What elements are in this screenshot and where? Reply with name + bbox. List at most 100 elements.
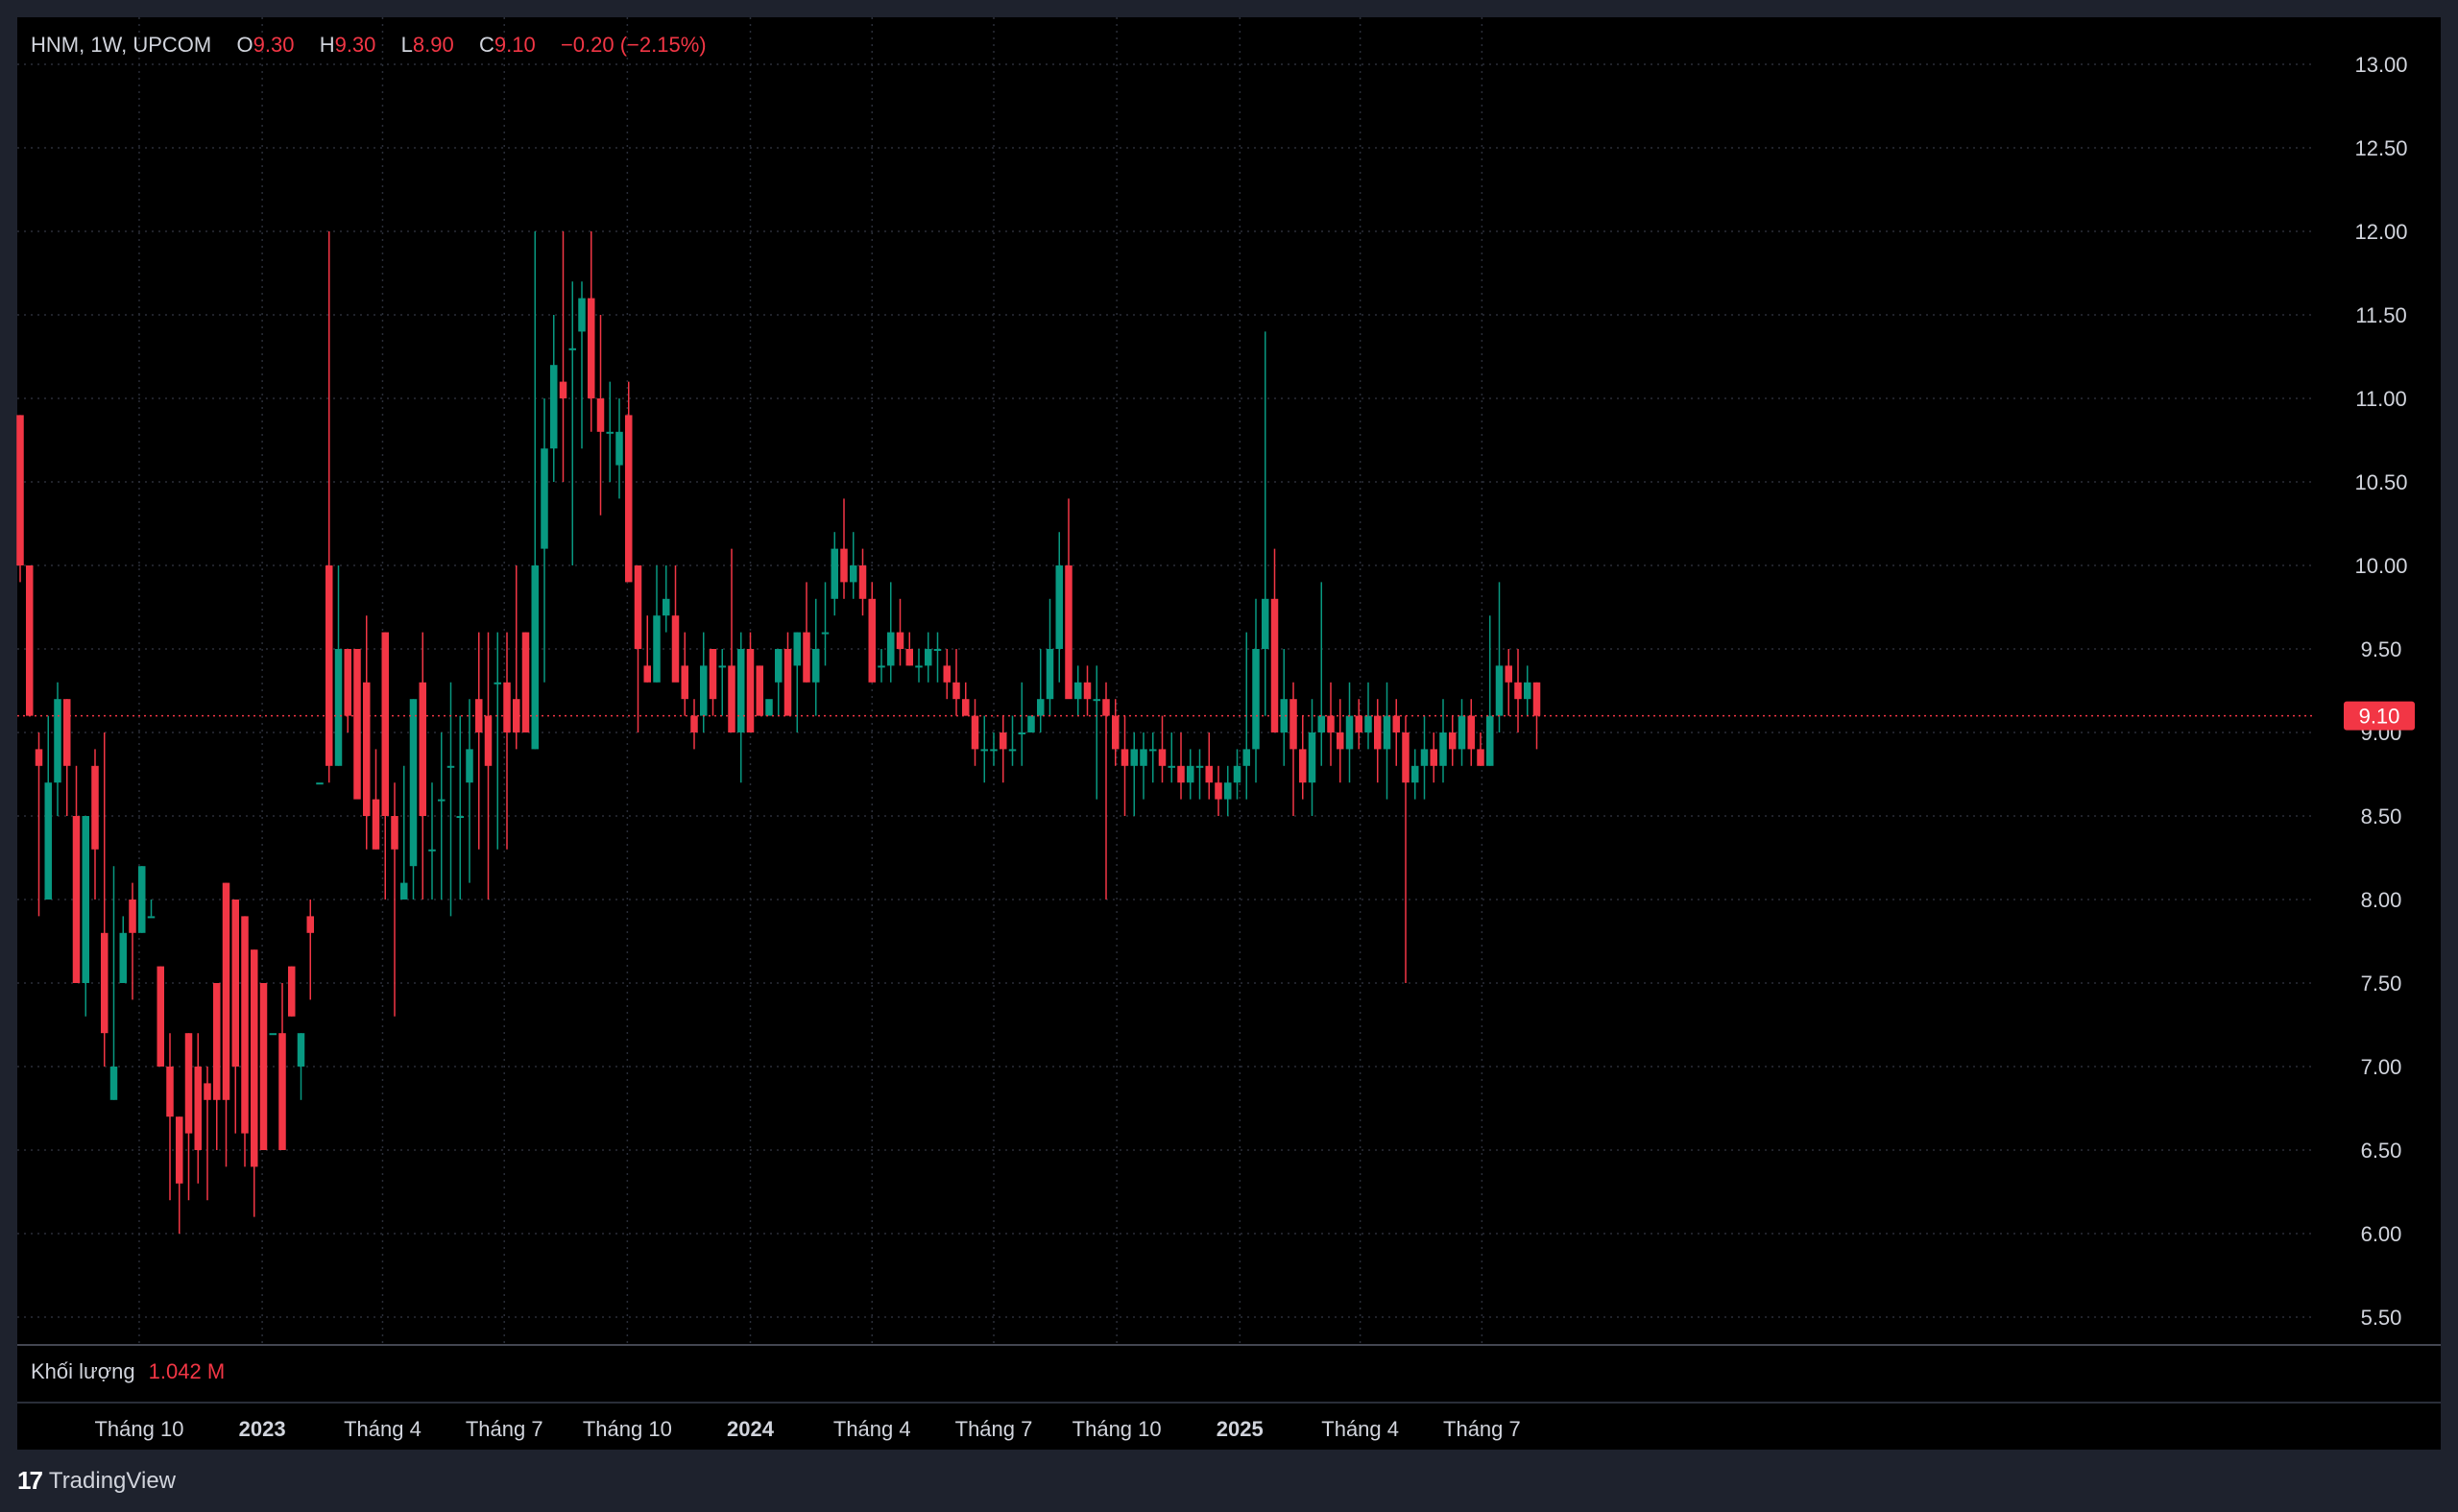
candle-body-up xyxy=(466,749,473,783)
candle-body-up xyxy=(1439,732,1447,766)
time-tick-label: Tháng 7 xyxy=(466,1417,543,1441)
candle-body-up xyxy=(812,649,820,683)
candle-body-down xyxy=(63,699,71,766)
candle-body-up xyxy=(1233,765,1241,783)
legend-high-label: H xyxy=(319,33,335,57)
candle-body-down xyxy=(26,565,34,716)
price-tick-label: 9.50 xyxy=(2361,637,2402,661)
candle-body-down xyxy=(868,598,876,683)
time-tick-label: Tháng 10 xyxy=(94,1417,183,1441)
candle-body-up xyxy=(44,782,52,900)
candle-body-down xyxy=(1289,699,1297,750)
candle-body-down xyxy=(905,649,913,666)
candle-body-down xyxy=(419,682,426,816)
candle-body-down xyxy=(746,649,755,732)
candle-body-down xyxy=(484,715,493,766)
symbol-legend[interactable]: HNM, 1W, UPCOM O9.30 H9.30 L8.90 C9.10 −… xyxy=(31,33,707,58)
legend-symbol[interactable]: HNM, 1W, UPCOM xyxy=(31,33,212,57)
candle-body-up xyxy=(438,799,446,802)
legend-close-label: C xyxy=(478,33,494,57)
candle-body-up xyxy=(1074,682,1082,700)
candle-body-down xyxy=(643,665,651,683)
candle-body-down xyxy=(1121,749,1129,766)
legend-open-label: O xyxy=(236,33,253,57)
candle-body-up xyxy=(933,649,942,651)
candle-body-down xyxy=(166,1067,174,1117)
price-pane-background[interactable] xyxy=(17,17,2312,1344)
candle-body-down xyxy=(184,1033,193,1134)
candle-body-down xyxy=(101,932,108,1034)
legend-change-value: −0.20 (−2.15%) xyxy=(560,33,707,57)
candle-body-up xyxy=(1195,765,1204,768)
candle-body-down xyxy=(381,632,389,816)
candle-body-down xyxy=(372,799,380,850)
candle-body-up xyxy=(663,598,670,616)
price-tick-label: 6.50 xyxy=(2361,1139,2402,1163)
candle-body-down xyxy=(1158,749,1167,766)
candle-body-down xyxy=(1337,732,1344,750)
candle-body-down xyxy=(194,1067,202,1150)
candle-body-up xyxy=(297,1033,305,1067)
candle-body-up xyxy=(109,1067,118,1100)
price-tick-label: 11.00 xyxy=(2355,387,2406,411)
candle-body-up xyxy=(615,431,623,466)
candle-body-up xyxy=(1280,699,1288,732)
time-tick-label: 2023 xyxy=(239,1417,286,1441)
price-tick-label: 7.00 xyxy=(2361,1055,2402,1079)
volume-label[interactable]: Khối lượng xyxy=(31,1359,135,1383)
price-tick-label: 8.00 xyxy=(2361,888,2402,912)
price-tick-label: 11.50 xyxy=(2355,303,2406,327)
time-tick-label: 2025 xyxy=(1217,1417,1264,1441)
price-tick-label: 10.00 xyxy=(2354,554,2407,578)
candle-body-up xyxy=(1008,749,1017,752)
candle-body-up xyxy=(700,665,708,716)
candle-body-up xyxy=(765,699,773,716)
candle-body-down xyxy=(709,649,717,700)
volume-legend[interactable]: Khối lượng 1.042 M xyxy=(31,1359,225,1384)
tradingview-brand[interactable]: 17 TradingView xyxy=(17,1466,176,1496)
candle-body-up xyxy=(1317,715,1325,732)
candle-body-up xyxy=(606,431,614,434)
candle-body-down xyxy=(596,398,605,432)
legend-open-value: 9.30 xyxy=(253,33,295,57)
candle-body-up xyxy=(541,448,548,549)
candle-body-up xyxy=(1055,565,1063,649)
time-axis-background[interactable] xyxy=(17,1404,2441,1450)
candle-body-up xyxy=(821,632,830,635)
candle-body-down xyxy=(72,816,81,983)
price-tick-label: 12.50 xyxy=(2354,136,2407,160)
price-axis-background[interactable] xyxy=(2312,17,2441,1344)
volume-pane-background[interactable] xyxy=(17,1346,2441,1402)
candle-body-down xyxy=(588,298,595,398)
candle-body-down xyxy=(728,665,735,732)
candle-body-down xyxy=(671,615,680,683)
candle-body-down xyxy=(690,715,698,732)
time-tick-label: Tháng 7 xyxy=(1443,1417,1521,1441)
candle-body-down xyxy=(896,632,904,649)
candle-body-up xyxy=(494,682,501,684)
candle-body-up xyxy=(1364,715,1372,732)
time-tick-label: Tháng 4 xyxy=(1321,1417,1399,1441)
candle-body-up xyxy=(1420,749,1429,766)
candle-body-down xyxy=(363,682,371,816)
candle-body-down xyxy=(1430,749,1437,766)
candle-body-down xyxy=(559,381,567,398)
candle-body-up xyxy=(1242,749,1250,766)
tradingview-logo-icon: 17 xyxy=(17,1466,43,1495)
candle-body-down xyxy=(1112,715,1120,750)
candle-body-down xyxy=(157,966,164,1067)
candle-body-down xyxy=(971,715,979,750)
candle-body-up xyxy=(82,816,89,983)
candle-body-up xyxy=(531,565,539,750)
time-tick-label: Tháng 10 xyxy=(1072,1417,1162,1441)
candle-body-down xyxy=(1327,715,1335,732)
tradingview-name: TradingView xyxy=(48,1467,176,1494)
candle-body-up xyxy=(316,782,324,785)
candle-body-up xyxy=(334,649,343,766)
candle-body-down xyxy=(1514,682,1522,700)
price-tick-label: 5.50 xyxy=(2361,1306,2402,1330)
candle-body-up xyxy=(1524,682,1531,700)
time-axis[interactable]: Tháng 10 2023 Tháng 4 Tháng 7 Tháng 10 2024 Th… xyxy=(94,1417,1520,1441)
candle-body-down xyxy=(1532,682,1541,716)
candle-body-down xyxy=(16,415,24,565)
